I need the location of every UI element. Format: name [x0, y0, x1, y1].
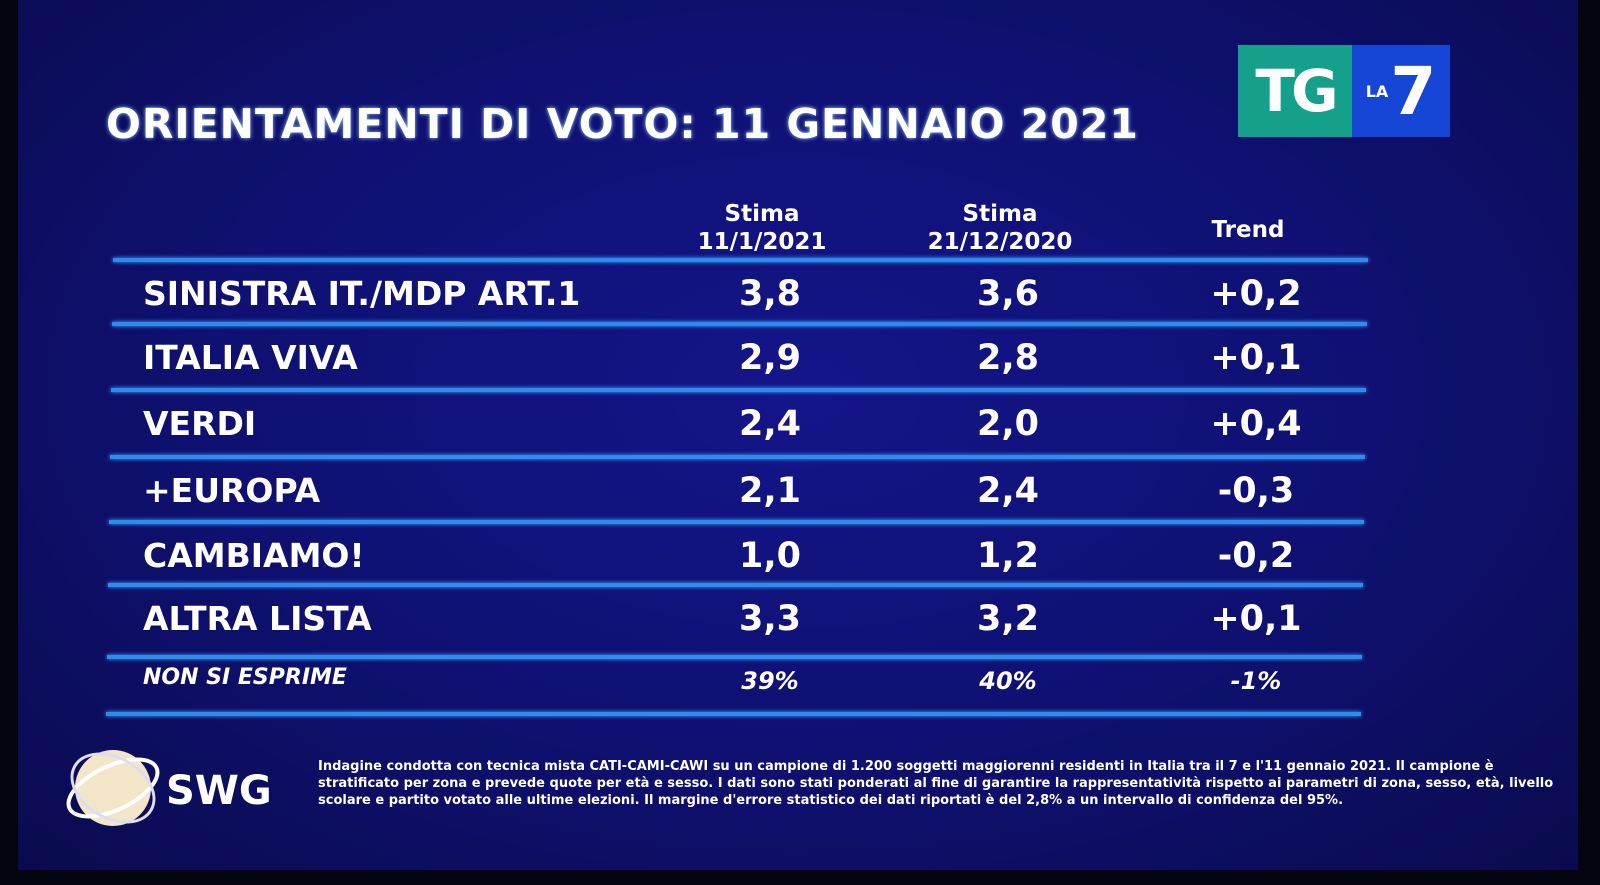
estimate-previous: 40%: [979, 667, 1037, 695]
party-label: NON SI ESPRIME: [143, 665, 347, 690]
table-row: ITALIA VIVA 2,9 2,8 +0,1: [123, 326, 1383, 386]
page-title: ORIENTAMENTI DI VOTO: 11 GENNAIO 2021: [106, 100, 1139, 148]
table-row: VERDI 2,4 2,0 +0,4: [123, 392, 1383, 452]
col2-line2: 21/12/2020: [927, 229, 1073, 255]
party-label: SINISTRA IT./MDP ART.1: [143, 274, 581, 313]
trend-value: +0,2: [1210, 274, 1302, 314]
estimate-current: 2,4: [738, 404, 801, 444]
table-row: SINISTRA IT./MDP ART.1 3,8 3,6 +0,2: [123, 262, 1383, 322]
row-divider: [107, 655, 1362, 659]
table-row: NON SI ESPRIME 39% 40% -1%: [123, 659, 1383, 719]
estimate-current: 2,9: [738, 338, 801, 378]
methodology-footnote: Indagine condotta con tecnica mista CATI…: [318, 759, 1554, 808]
column-header-trend: Trend: [1138, 216, 1358, 244]
logo-la: LA: [1365, 81, 1389, 101]
estimate-current: 3,3: [738, 599, 801, 639]
trend-value: -0,2: [1217, 536, 1295, 576]
trend-value: +0,4: [1210, 404, 1302, 444]
row-divider: [106, 712, 1361, 716]
row-divider: [112, 322, 1367, 326]
table-row: +EUROPA 2,1 2,4 -0,3: [123, 459, 1383, 519]
party-label: VERDI: [143, 404, 257, 443]
swg-logo: SWG: [66, 750, 272, 826]
estimate-current: 3,8: [738, 274, 801, 314]
trend-value: +0,1: [1210, 338, 1302, 378]
party-label: CAMBIAMO!: [143, 536, 365, 575]
logo-la7: LA 7: [1352, 45, 1450, 137]
party-label: ALTRA LISTA: [143, 599, 372, 638]
table-row: CAMBIAMO! 1,0 1,2 -0,2: [123, 524, 1383, 584]
swg-text: SWG: [166, 768, 272, 814]
row-divider: [113, 258, 1368, 262]
logo-tg: TG: [1238, 45, 1352, 137]
trend-value: -1%: [1230, 667, 1282, 695]
table-row: ALTRA LISTA 3,3 3,2 +0,1: [123, 587, 1383, 647]
swg-globe-icon: [75, 750, 151, 826]
row-divider: [110, 455, 1365, 459]
tv-screen: ORIENTAMENTI DI VOTO: 11 GENNAIO 2021 TG…: [18, 0, 1578, 870]
logo-seven: 7: [1390, 52, 1437, 130]
estimate-current: 2,1: [738, 471, 801, 511]
col1-line2: 11/1/2021: [697, 229, 827, 255]
party-label: ITALIA VIVA: [143, 338, 358, 377]
column-header-stima-previous: Stima 21/12/2020: [890, 200, 1110, 256]
estimate-current: 1,0: [738, 536, 801, 576]
trend-value: -0,3: [1217, 471, 1295, 511]
row-divider: [108, 583, 1363, 587]
row-divider: [109, 520, 1364, 524]
col1-line1: Stima: [724, 201, 800, 227]
party-label: +EUROPA: [143, 471, 321, 510]
trend-value: +0,1: [1210, 599, 1302, 639]
estimate-previous: 2,4: [976, 471, 1039, 511]
estimate-previous: 2,8: [976, 338, 1039, 378]
estimate-previous: 3,2: [976, 599, 1039, 639]
col2-line1: Stima: [962, 201, 1038, 227]
column-header-stima-current: Stima 11/1/2021: [652, 200, 872, 256]
col3-line1: Trend: [1211, 217, 1285, 243]
tg-la7-logo: TG LA 7: [1238, 45, 1450, 137]
estimate-previous: 2,0: [976, 404, 1039, 444]
row-divider: [111, 388, 1366, 392]
estimate-current: 39%: [741, 667, 799, 695]
estimate-previous: 3,6: [976, 274, 1039, 314]
estimate-previous: 1,2: [976, 536, 1039, 576]
